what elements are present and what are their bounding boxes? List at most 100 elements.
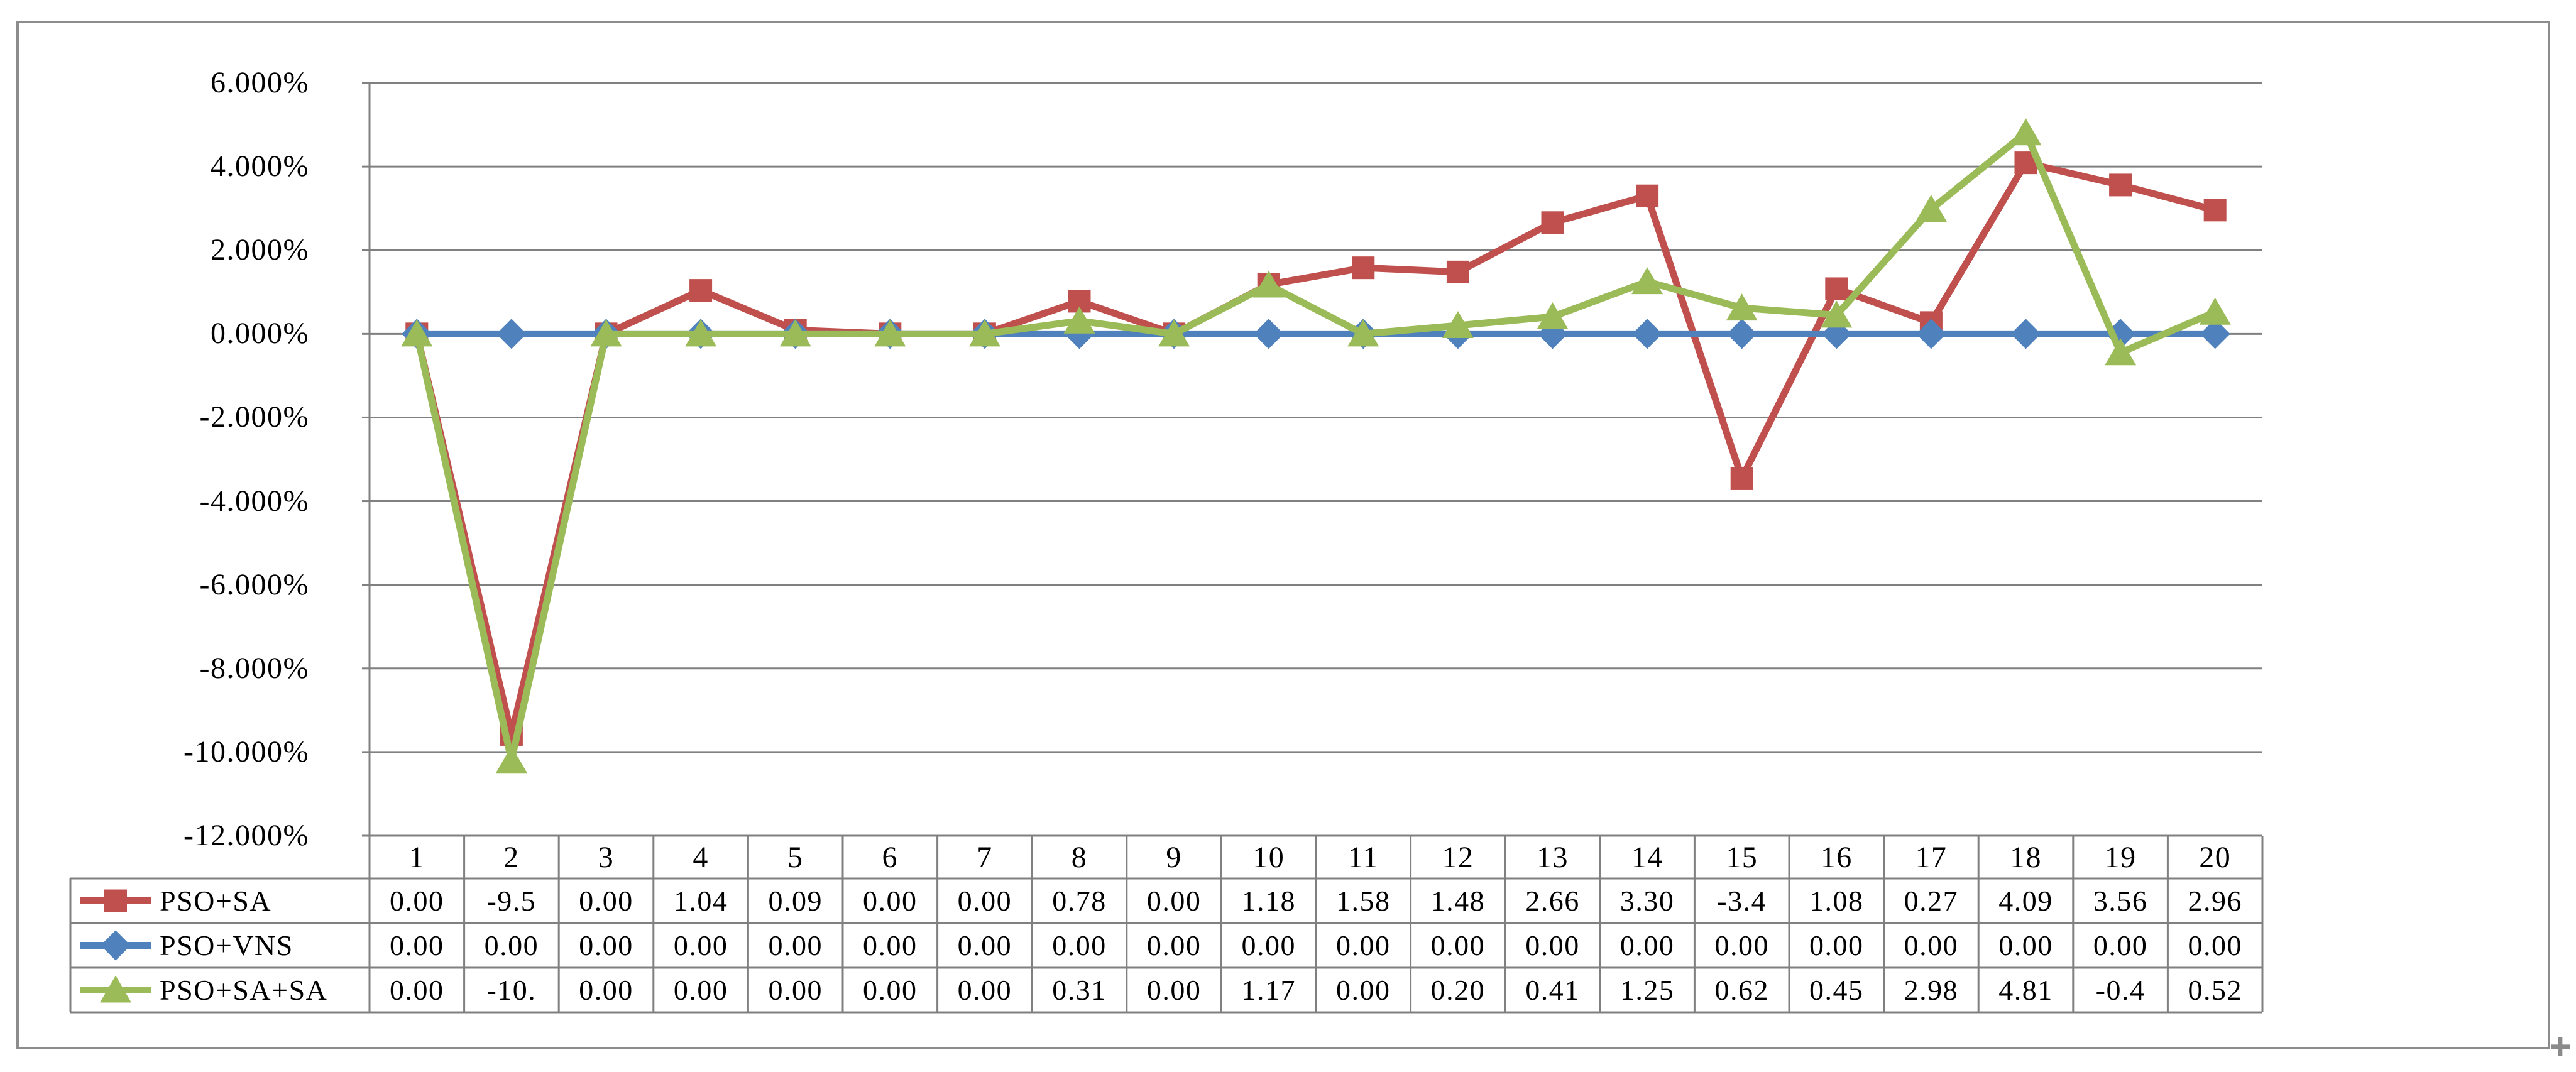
value-cell: 0.00 <box>1146 929 1202 961</box>
series-marker-square <box>1541 211 1564 234</box>
series-marker-triangle <box>1726 293 1758 321</box>
value-cell: 0.20 <box>1430 973 1486 1006</box>
category-label: 4 <box>693 841 709 874</box>
y-tick-label: -8.000% <box>199 651 309 685</box>
value-cell: 0.00 <box>1809 929 1864 961</box>
category-label: 2 <box>503 841 520 874</box>
value-cell: 2.66 <box>1525 884 1580 917</box>
series-marker-triangle <box>1631 267 1663 295</box>
category-label: 12 <box>1442 841 1474 874</box>
category-label: 8 <box>1071 841 1088 874</box>
legend-series-label: PSO+SA <box>160 884 272 917</box>
value-cell: 0.00 <box>390 973 444 1006</box>
value-cell: 0.27 <box>1904 884 1959 917</box>
value-cell: 1.58 <box>1336 884 1391 917</box>
value-cell: 3.30 <box>1620 884 1675 917</box>
value-cell: 2.98 <box>1904 973 1959 1006</box>
value-cell: 0.31 <box>1052 973 1107 1006</box>
legend-series-label: PSO+VNS <box>160 929 293 961</box>
series-marker-square <box>1730 466 1753 490</box>
category-label: 16 <box>1820 841 1853 874</box>
value-cell: 0.00 <box>1336 929 1391 961</box>
category-label: 5 <box>787 841 804 874</box>
value-cell: 0.78 <box>1052 884 1107 917</box>
value-cell: -10. <box>486 973 537 1006</box>
value-cell: 3.56 <box>2093 884 2148 917</box>
series-marker-diamond <box>1916 319 1946 349</box>
value-cell: 0.00 <box>1430 929 1486 961</box>
value-cell: 0.00 <box>579 973 633 1006</box>
category-label: 9 <box>1166 841 1182 874</box>
series-marker-diamond <box>1064 319 1095 349</box>
value-cell: 0.00 <box>957 929 1012 961</box>
value-cell: 0.00 <box>1146 973 1202 1006</box>
value-cell: 0.00 <box>484 929 539 961</box>
series-marker-square <box>2109 173 2132 197</box>
series-marker-triangle <box>968 319 1000 347</box>
series-marker-diamond <box>1632 319 1663 349</box>
series-marker-triangle <box>685 319 717 347</box>
value-cell: 0.00 <box>863 973 918 1006</box>
value-cell: 0.00 <box>768 929 823 961</box>
value-cell: 0.00 <box>2093 929 2148 961</box>
category-label: 18 <box>2009 841 2042 874</box>
series-marker-triangle <box>1537 302 1569 330</box>
value-cell: 0.00 <box>1620 929 1675 961</box>
series-line-PSO+SA+SA <box>413 127 2217 762</box>
series-marker-diamond <box>1253 319 1284 349</box>
value-cell: 0.00 <box>2188 929 2242 961</box>
value-cell: 0.00 <box>673 929 728 961</box>
series-marker-square <box>1825 277 1848 300</box>
series-marker-triangle <box>1063 306 1095 334</box>
value-cell: 0.00 <box>1052 929 1107 961</box>
legend-key-marker-triangle <box>100 975 131 1003</box>
category-label: 11 <box>1347 841 1379 874</box>
value-cell: 0.00 <box>1336 973 1391 1006</box>
y-tick-label: -2.000% <box>199 400 309 434</box>
value-cell: 0.00 <box>579 929 633 961</box>
series-marker-triangle <box>1347 319 1379 347</box>
value-cell: 1.08 <box>1809 884 1864 917</box>
value-cell: 0.00 <box>863 929 918 961</box>
series-marker-triangle <box>590 319 622 347</box>
value-cell: 0.00 <box>1998 929 2053 961</box>
value-cell: 0.52 <box>2188 973 2242 1006</box>
y-tick-label: 0.000% <box>211 317 309 351</box>
value-cell: 0.62 <box>1714 973 1769 1006</box>
value-cell: 1.17 <box>1241 973 1296 1006</box>
category-label: 17 <box>1915 841 1948 874</box>
series-marker-diamond <box>2010 319 2041 349</box>
value-cell: 4.09 <box>1998 884 2053 917</box>
category-label: 1 <box>408 841 425 874</box>
value-cell: 0.09 <box>768 884 823 917</box>
series-marker-triangle <box>2010 118 2042 146</box>
series-marker-triangle <box>1252 270 1285 298</box>
series-marker-triangle <box>401 319 433 347</box>
series-marker-square <box>2203 199 2227 222</box>
category-label: 3 <box>598 841 615 874</box>
category-label: 6 <box>882 841 899 874</box>
category-label: 13 <box>1536 841 1569 874</box>
series-marker-square <box>1352 256 1375 280</box>
category-label: 19 <box>2104 841 2137 874</box>
value-cell: 0.00 <box>957 973 1012 1006</box>
series-marker-square <box>689 279 713 302</box>
series-marker-diamond <box>1726 319 1757 349</box>
category-label: 20 <box>2199 841 2232 874</box>
figure-frame <box>16 21 2550 1049</box>
plus-cursor-icon: + <box>2549 1025 2572 1068</box>
series-marker-diamond <box>496 319 527 349</box>
series-line-PSO+SA <box>413 158 2217 736</box>
value-cell: 0.41 <box>1525 973 1580 1006</box>
series-marker-square <box>1446 260 1469 283</box>
y-tick-label: 6.000% <box>211 66 309 99</box>
series-marker-triangle <box>1442 311 1474 339</box>
category-label: 14 <box>1631 841 1663 874</box>
series-marker-triangle <box>1915 194 1947 222</box>
y-tick-label: -10.000% <box>184 735 309 768</box>
series-marker-triangle <box>1821 300 1853 328</box>
value-cell: 0.00 <box>1241 929 1296 961</box>
value-cell: -0.4 <box>2095 973 2146 1006</box>
